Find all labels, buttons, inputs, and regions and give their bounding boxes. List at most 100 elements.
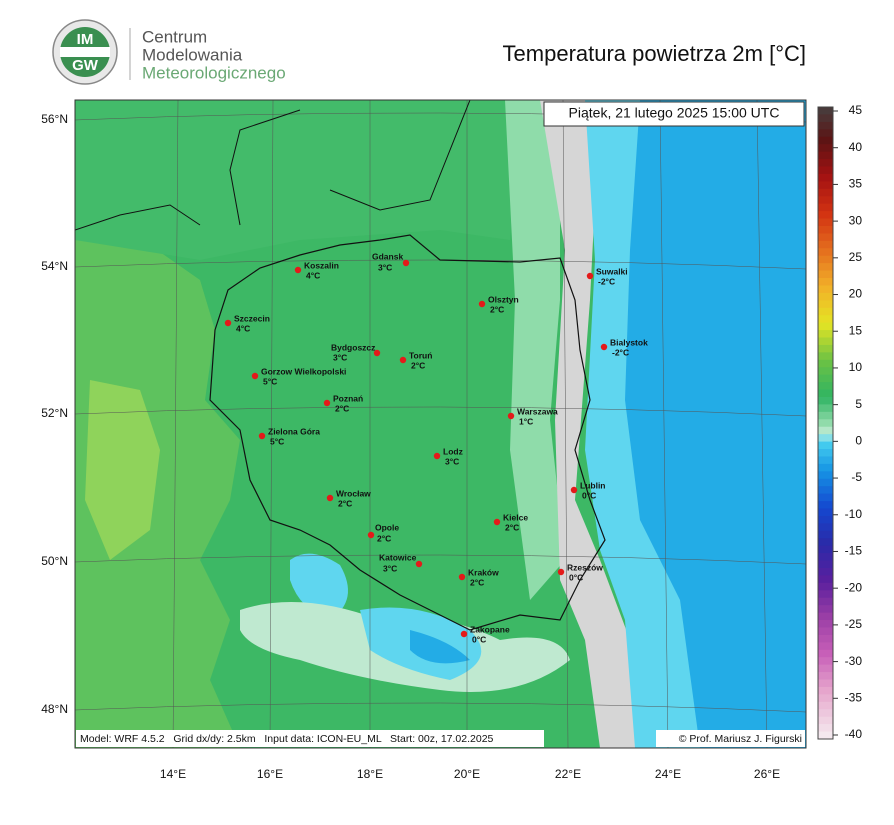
- colorbar-cell: [818, 107, 833, 115]
- city-marker: [251, 372, 259, 380]
- colorbar-cell: [818, 486, 833, 495]
- city-marker: [557, 568, 565, 576]
- colorbar-cell: [818, 188, 833, 197]
- colorbar-cell: [818, 716, 833, 725]
- lat-label: 50°N: [41, 554, 68, 568]
- colorbar-label: -15: [845, 544, 863, 558]
- colorbar-cell: [818, 709, 833, 718]
- colorbar-cell: [818, 211, 833, 220]
- colorbar-cell: [818, 233, 833, 242]
- colorbar-cell: [818, 114, 833, 123]
- colorbar-cell: [818, 292, 833, 301]
- city-temp: 0°C: [569, 572, 583, 582]
- colorbar-cell: [818, 389, 833, 398]
- colorbar-cell: [818, 240, 833, 249]
- colorbar-cell: [818, 672, 833, 681]
- colorbar-cell: [818, 181, 833, 190]
- colorbar-label: -35: [845, 690, 863, 704]
- city-marker: [600, 343, 608, 351]
- colorbar-cell: [818, 411, 833, 420]
- lat-label: 48°N: [41, 702, 68, 716]
- colorbar-cell: [818, 419, 833, 428]
- logo-text: GW: [72, 57, 99, 74]
- city-marker: [570, 486, 578, 494]
- city-temp: -2°C: [612, 347, 629, 357]
- colorbar-cell: [818, 538, 833, 547]
- org-name: Centrum: [142, 27, 207, 46]
- colorbar-cell: [818, 657, 833, 666]
- colorbar-cell: [818, 441, 833, 450]
- city-temp: 0°C: [472, 634, 486, 644]
- border: [209, 234, 606, 631]
- colorbar-cell: [818, 159, 833, 167]
- city-name: Gorzow Wielkopolski: [261, 366, 346, 376]
- footer-model: Model: WRF 4.5.2 Grid dx/dy: 2.5km Input…: [80, 733, 494, 745]
- colorbar-cell: [818, 196, 833, 205]
- map: [75, 100, 806, 748]
- colorbar-cell: [818, 359, 833, 368]
- valid-time: Piątek, 21 lutego 2025 15:00 UTC: [569, 105, 780, 121]
- colorbar-cell: [818, 374, 833, 383]
- city-marker: [402, 259, 410, 267]
- city-temp: -2°C: [598, 276, 615, 286]
- colorbar-cell: [818, 396, 833, 405]
- city-temp: 2°C: [470, 577, 484, 587]
- colorbar-cell: [818, 263, 833, 272]
- colorbar-cell: [818, 434, 833, 443]
- city-name: Gdansk: [372, 251, 403, 261]
- colorbar-cell: [818, 620, 833, 628]
- city-temp: 2°C: [490, 304, 504, 314]
- colorbar-cell: [818, 203, 833, 212]
- colorbar-cell: [818, 315, 833, 324]
- city-name: Katowice: [379, 552, 417, 562]
- city-marker: [294, 266, 302, 274]
- city-temp: 3°C: [333, 352, 347, 362]
- logo: IM GW: [52, 19, 118, 85]
- colorbar-cell: [818, 330, 833, 338]
- colorbar-cell: [818, 731, 833, 740]
- colorbar-cell: [818, 144, 833, 153]
- city-marker: [415, 560, 423, 568]
- city-name: Lublin: [580, 480, 606, 490]
- city-temp: 2°C: [411, 360, 425, 370]
- colorbar-label: -40: [845, 727, 863, 741]
- colorbar-cell: [818, 225, 833, 234]
- colorbar-cell: [818, 426, 833, 435]
- colorbar-label: 0: [855, 434, 862, 448]
- colorbar-label: -25: [845, 617, 863, 631]
- lon-label: 14°E: [160, 767, 186, 781]
- colorbar-cell: [818, 582, 833, 591]
- colorbar-cell: [818, 285, 833, 294]
- city-temp: 4°C: [236, 323, 250, 333]
- colorbar-cell: [818, 560, 833, 569]
- city-name: Kielce: [503, 512, 528, 522]
- title: Temperatura powietrza 2m [°C]: [503, 41, 806, 66]
- city-marker: [493, 518, 501, 526]
- colorbar-cell: [818, 679, 833, 688]
- colorbar-cell: [818, 404, 833, 413]
- city-temp: 1°C: [519, 416, 533, 426]
- colorbar-cell: [818, 612, 833, 621]
- lon-label: 18°E: [357, 767, 383, 781]
- colorbar-cell: [818, 478, 833, 487]
- colorbar-cell: [818, 121, 833, 130]
- city-temp: 5°C: [263, 376, 277, 386]
- colorbar-cell: [818, 463, 833, 472]
- colorbar-cell: [818, 508, 833, 517]
- time-box: [543, 101, 805, 127]
- city-temp: 2°C: [335, 403, 349, 413]
- colorbar-label: 40: [849, 140, 863, 154]
- colorbar-label: 45: [849, 103, 863, 117]
- city-name: Warszawa: [517, 406, 558, 416]
- city-temp: 5°C: [270, 436, 284, 446]
- org-name: Modelowania: [142, 45, 243, 64]
- colorbar-label: 20: [849, 287, 863, 301]
- colorbar-cell: [818, 382, 833, 391]
- city-name: Zielona Góra: [268, 426, 320, 436]
- coastline: [75, 100, 471, 231]
- city-name: Lodz: [443, 446, 463, 456]
- city-temp: 0°C: [582, 490, 596, 500]
- city-marker: [399, 356, 407, 364]
- city-marker: [460, 630, 468, 638]
